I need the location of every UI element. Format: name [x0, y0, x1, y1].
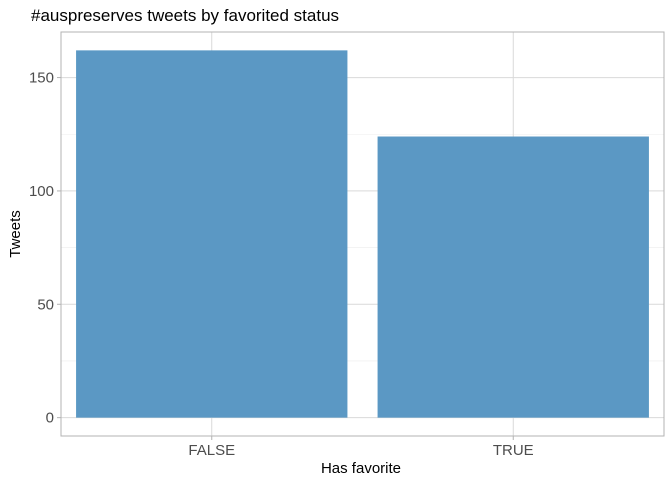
y-tick-label: 150: [29, 70, 54, 87]
x-tick-label: FALSE: [188, 442, 235, 459]
x-axis-title: Has favorite: [321, 460, 401, 477]
panel-border: [60, 31, 665, 437]
bar-true: [377, 136, 649, 418]
y-axis-ticks: 0 50 100 150: [29, 70, 61, 427]
bar-false: [76, 50, 348, 418]
y-tick-label: 50: [37, 296, 54, 313]
y-tick-label: 100: [29, 183, 54, 200]
x-tick-label: TRUE: [493, 442, 534, 459]
x-axis-ticks: FALSE TRUE: [188, 436, 534, 459]
bars: [76, 50, 649, 418]
chart-title: #auspreserves tweets by favorited status: [31, 6, 339, 25]
y-tick-label: 0: [46, 410, 54, 427]
y-axis-title: Tweets: [7, 210, 24, 258]
